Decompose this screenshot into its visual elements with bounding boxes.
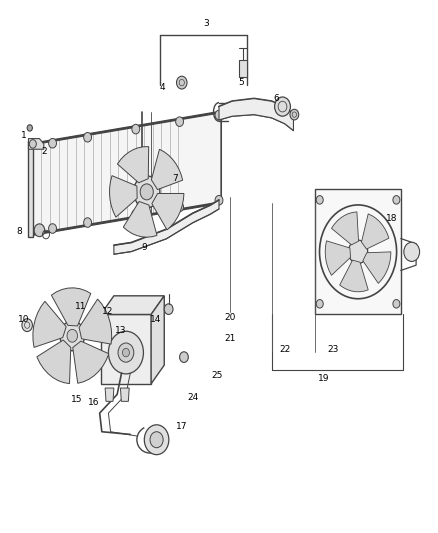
Polygon shape (51, 288, 91, 326)
Text: 1: 1 (21, 132, 27, 140)
Circle shape (176, 202, 184, 212)
Polygon shape (124, 201, 157, 237)
Bar (315, 189, 401, 314)
Bar (101, 314, 151, 384)
Text: 18: 18 (386, 214, 398, 223)
Text: 4: 4 (159, 84, 165, 92)
Circle shape (123, 349, 130, 357)
Polygon shape (28, 141, 33, 237)
Polygon shape (110, 176, 137, 217)
Text: 7: 7 (172, 174, 178, 183)
Circle shape (393, 300, 400, 308)
Circle shape (22, 319, 32, 332)
Circle shape (275, 97, 290, 116)
Polygon shape (33, 112, 221, 235)
Text: 21: 21 (224, 334, 236, 343)
Text: 14: 14 (150, 316, 161, 324)
Circle shape (109, 331, 144, 374)
Polygon shape (33, 301, 66, 348)
Circle shape (150, 432, 163, 448)
Circle shape (164, 304, 173, 314)
Circle shape (49, 224, 57, 233)
Circle shape (316, 196, 323, 204)
Text: 17: 17 (176, 422, 187, 431)
Polygon shape (79, 299, 112, 344)
Polygon shape (101, 296, 164, 314)
Circle shape (393, 196, 400, 204)
Polygon shape (114, 200, 219, 254)
Polygon shape (361, 214, 389, 249)
Circle shape (67, 329, 78, 342)
Polygon shape (37, 340, 71, 384)
Text: 5: 5 (238, 78, 244, 87)
Circle shape (180, 352, 188, 362)
Polygon shape (105, 388, 114, 401)
Polygon shape (28, 139, 44, 149)
Circle shape (290, 109, 299, 120)
Polygon shape (332, 212, 359, 245)
Text: 13: 13 (115, 326, 126, 335)
Polygon shape (73, 341, 109, 383)
Circle shape (27, 125, 32, 131)
Text: 20: 20 (224, 313, 236, 321)
Text: 6: 6 (273, 94, 279, 103)
Circle shape (132, 209, 140, 219)
Circle shape (49, 139, 57, 148)
Polygon shape (152, 193, 184, 230)
Text: 10: 10 (18, 316, 30, 324)
Circle shape (177, 76, 187, 89)
Polygon shape (325, 241, 350, 276)
Circle shape (34, 224, 45, 237)
Circle shape (134, 176, 160, 208)
Polygon shape (363, 252, 391, 284)
Circle shape (348, 240, 368, 264)
Text: 9: 9 (141, 244, 148, 252)
Polygon shape (152, 149, 183, 190)
Circle shape (84, 133, 92, 142)
Circle shape (60, 321, 85, 351)
Text: 22: 22 (279, 345, 290, 353)
Polygon shape (340, 260, 368, 292)
Circle shape (215, 196, 223, 205)
Circle shape (316, 300, 323, 308)
Text: 25: 25 (211, 372, 223, 380)
Text: 3: 3 (203, 20, 209, 28)
Circle shape (215, 110, 223, 120)
Text: 15: 15 (71, 395, 82, 404)
Text: 8: 8 (17, 228, 23, 236)
Text: 16: 16 (88, 398, 100, 407)
Circle shape (176, 117, 184, 126)
Polygon shape (151, 296, 164, 384)
Polygon shape (219, 99, 293, 131)
Circle shape (144, 425, 169, 455)
Text: 23: 23 (327, 345, 339, 353)
Circle shape (132, 124, 140, 134)
Bar (239, 60, 247, 77)
Polygon shape (117, 147, 148, 183)
Text: 12: 12 (102, 308, 113, 316)
Circle shape (404, 242, 420, 262)
Polygon shape (120, 388, 129, 401)
Circle shape (29, 140, 36, 148)
Text: 19: 19 (318, 374, 330, 383)
Circle shape (84, 218, 92, 228)
Text: 2: 2 (41, 148, 46, 156)
Text: 24: 24 (187, 393, 198, 401)
Text: 11: 11 (75, 302, 87, 311)
Circle shape (118, 343, 134, 362)
Circle shape (140, 184, 153, 200)
